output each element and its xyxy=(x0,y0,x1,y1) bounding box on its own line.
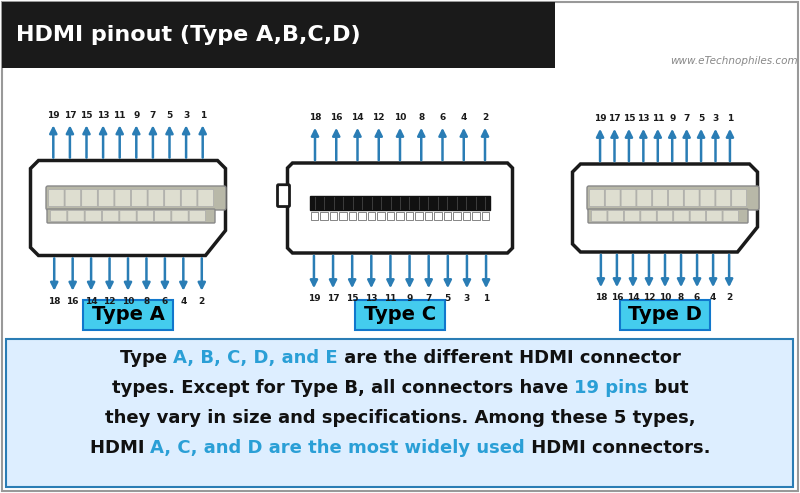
FancyBboxPatch shape xyxy=(700,189,715,207)
Text: 11: 11 xyxy=(651,114,664,123)
Text: 18: 18 xyxy=(48,296,61,306)
FancyBboxPatch shape xyxy=(706,211,722,221)
FancyBboxPatch shape xyxy=(587,186,759,210)
Text: 14: 14 xyxy=(351,113,364,122)
FancyBboxPatch shape xyxy=(444,212,451,220)
Text: 14: 14 xyxy=(85,296,98,306)
Text: 9: 9 xyxy=(669,114,675,123)
Text: 6: 6 xyxy=(694,293,700,302)
Text: Type: Type xyxy=(119,349,173,367)
FancyBboxPatch shape xyxy=(386,212,394,220)
Text: 3: 3 xyxy=(464,294,470,303)
Text: Type A: Type A xyxy=(91,306,165,324)
Text: 17: 17 xyxy=(63,110,76,119)
FancyBboxPatch shape xyxy=(148,189,164,207)
Text: but: but xyxy=(648,379,688,397)
Text: 10: 10 xyxy=(122,296,134,306)
FancyBboxPatch shape xyxy=(115,189,130,207)
Text: 17: 17 xyxy=(326,294,339,303)
Text: HDMI: HDMI xyxy=(90,439,150,457)
Text: Type D: Type D xyxy=(628,306,702,324)
FancyBboxPatch shape xyxy=(46,186,226,210)
FancyBboxPatch shape xyxy=(310,196,490,210)
Text: 9: 9 xyxy=(133,110,139,119)
Text: 3: 3 xyxy=(183,110,190,119)
FancyBboxPatch shape xyxy=(65,189,81,207)
Text: Type C: Type C xyxy=(364,306,436,324)
Text: 1: 1 xyxy=(483,294,489,303)
FancyBboxPatch shape xyxy=(355,300,445,330)
Text: 13: 13 xyxy=(97,110,110,119)
Text: 16: 16 xyxy=(66,296,79,306)
FancyBboxPatch shape xyxy=(434,212,442,220)
FancyBboxPatch shape xyxy=(658,211,673,221)
FancyBboxPatch shape xyxy=(47,209,215,223)
Text: 16: 16 xyxy=(610,293,623,302)
Text: 8: 8 xyxy=(143,296,150,306)
FancyBboxPatch shape xyxy=(624,211,640,221)
Text: 15: 15 xyxy=(80,110,93,119)
Text: A, B, C, D, and E: A, B, C, D, and E xyxy=(173,349,338,367)
Text: they vary in size and specifications. Among these 5 types,: they vary in size and specifications. Am… xyxy=(105,409,695,427)
Text: 7: 7 xyxy=(150,110,156,119)
Text: 5: 5 xyxy=(445,294,451,303)
Polygon shape xyxy=(287,163,513,253)
Text: 2: 2 xyxy=(198,296,205,306)
FancyBboxPatch shape xyxy=(608,211,623,221)
Text: 19: 19 xyxy=(594,114,606,123)
FancyBboxPatch shape xyxy=(278,185,290,207)
FancyBboxPatch shape xyxy=(406,212,414,220)
FancyBboxPatch shape xyxy=(198,189,214,207)
FancyBboxPatch shape xyxy=(349,212,356,220)
FancyBboxPatch shape xyxy=(102,211,119,221)
Text: 1: 1 xyxy=(199,110,206,119)
Text: 10: 10 xyxy=(394,113,406,122)
FancyBboxPatch shape xyxy=(83,300,173,330)
Text: 15: 15 xyxy=(622,114,635,123)
FancyBboxPatch shape xyxy=(462,212,470,220)
FancyBboxPatch shape xyxy=(321,212,328,220)
FancyBboxPatch shape xyxy=(588,209,748,223)
FancyBboxPatch shape xyxy=(716,189,730,207)
Polygon shape xyxy=(573,164,758,252)
FancyBboxPatch shape xyxy=(378,212,385,220)
FancyBboxPatch shape xyxy=(368,212,375,220)
Text: 18: 18 xyxy=(309,113,322,122)
Text: 4: 4 xyxy=(710,293,716,302)
FancyBboxPatch shape xyxy=(684,189,699,207)
FancyBboxPatch shape xyxy=(723,211,738,221)
Text: 12: 12 xyxy=(373,113,385,122)
Text: 7: 7 xyxy=(683,114,690,123)
Text: 19: 19 xyxy=(308,294,320,303)
FancyBboxPatch shape xyxy=(85,211,102,221)
Text: 2: 2 xyxy=(726,293,732,302)
FancyBboxPatch shape xyxy=(182,189,197,207)
FancyBboxPatch shape xyxy=(82,189,98,207)
FancyBboxPatch shape xyxy=(50,211,67,221)
Text: 14: 14 xyxy=(626,293,639,302)
Text: 10: 10 xyxy=(659,293,671,302)
FancyBboxPatch shape xyxy=(6,339,793,487)
Text: 15: 15 xyxy=(346,294,358,303)
Text: 12: 12 xyxy=(642,293,655,302)
Text: 8: 8 xyxy=(418,113,424,122)
FancyBboxPatch shape xyxy=(98,189,114,207)
Text: HDMI connectors.: HDMI connectors. xyxy=(525,439,710,457)
FancyBboxPatch shape xyxy=(669,189,683,207)
Text: 5: 5 xyxy=(166,110,173,119)
FancyBboxPatch shape xyxy=(674,211,689,221)
Polygon shape xyxy=(2,2,555,68)
FancyBboxPatch shape xyxy=(68,211,84,221)
FancyBboxPatch shape xyxy=(621,189,636,207)
Text: 4: 4 xyxy=(180,296,186,306)
Text: 2: 2 xyxy=(482,113,488,122)
FancyBboxPatch shape xyxy=(591,211,607,221)
FancyBboxPatch shape xyxy=(732,189,746,207)
Text: 7: 7 xyxy=(426,294,432,303)
FancyBboxPatch shape xyxy=(131,189,147,207)
Text: are the different HDMI connector: are the different HDMI connector xyxy=(338,349,681,367)
FancyBboxPatch shape xyxy=(653,189,667,207)
FancyBboxPatch shape xyxy=(482,212,489,220)
Polygon shape xyxy=(30,161,226,255)
